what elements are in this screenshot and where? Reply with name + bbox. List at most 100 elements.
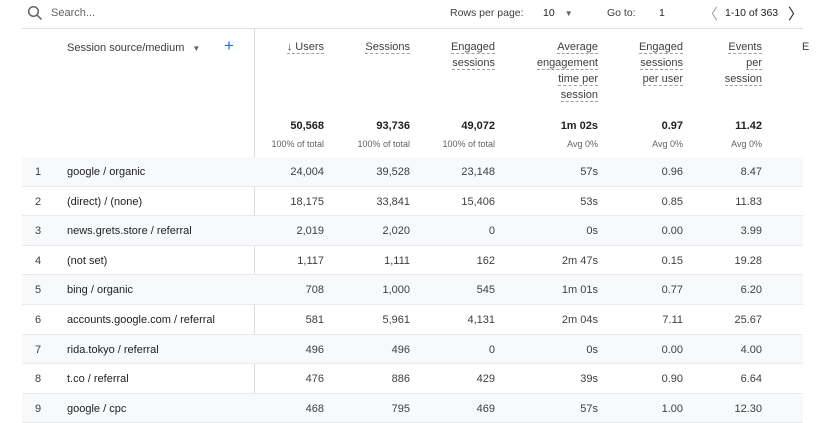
column-total: 1m 02s — [560, 120, 598, 132]
dimension-header[interactable]: Session source/medium ▼ — [67, 40, 200, 57]
row-metric: 25.67 — [734, 314, 762, 326]
row-metric: 2m 04s — [561, 314, 598, 326]
row-metric: 795 — [391, 402, 410, 415]
row-metric: 0.85 — [661, 195, 683, 208]
row-dimension[interactable]: google / cpc — [67, 402, 127, 415]
row-dimension[interactable]: (not set) — [67, 254, 108, 267]
row-metric: 0 — [488, 225, 495, 238]
column-header[interactable]: Engaged sessions per userEngagedsessions… — [638, 41, 683, 86]
row-metric: 581 — [305, 314, 324, 326]
column-total: 0.97 — [661, 120, 683, 132]
row-metric: 0.96 — [661, 166, 683, 178]
row-metric: 23,148 — [461, 166, 495, 178]
row-metric: 476 — [305, 373, 324, 386]
column-header-partial[interactable]: E — [802, 41, 810, 53]
table-row[interactable]: 2 (direct) / (none) 18,175 33,841 15,406 53s 0… — [22, 187, 803, 217]
row-metric: 0.77 — [661, 284, 683, 297]
row-index: 4 — [35, 254, 42, 267]
row-dimension[interactable]: news.grets.store / referral — [67, 225, 192, 238]
table-row[interactable]: 9 google / cpc 468 795 469 57s 1.00 12.30 — [22, 393, 803, 423]
row-metric: 1.00 — [661, 402, 683, 415]
divider — [22, 28, 803, 29]
row-metric: 0 — [488, 343, 495, 356]
row-metric: 8.47 — [740, 166, 762, 178]
table-row[interactable]: 1 google / organic 24,004 39,528 23,148 57s 0.… — [22, 157, 803, 187]
column-total-sub: Avg 0% — [652, 139, 683, 149]
column-total: 11.42 — [735, 120, 762, 132]
row-metric: 6.20 — [740, 284, 762, 297]
column-total: 93,736 — [376, 120, 410, 132]
row-metric: 57s — [580, 402, 598, 415]
dropdown-arrow-icon[interactable]: ▼ — [192, 44, 201, 53]
row-metric: 7.11 — [662, 314, 683, 326]
table-row[interactable]: 4 (not set) 1,117 1,111 162 2m 47s 0.15 19.28 — [22, 246, 803, 276]
row-metric: 24,004 — [290, 166, 324, 178]
row-metric: 2,019 — [296, 225, 324, 238]
column-header[interactable]: ↓ Users↓ Users — [286, 41, 324, 54]
row-metric: 39,528 — [376, 166, 410, 178]
row-metric: 3.99 — [740, 225, 762, 238]
column-header[interactable]: Events per sessionEventspersession — [724, 41, 762, 86]
row-metric: 429 — [476, 373, 495, 386]
previous-page-icon[interactable]: 〈 — [703, 6, 719, 23]
next-page-icon[interactable]: 〉 — [788, 6, 804, 23]
column-header[interactable]: Engaged sessionsEngagedsessions — [450, 41, 495, 70]
table-row[interactable]: 5 bing / organic 708 1,000 545 1m 01s 0.77 6.20 — [22, 275, 803, 305]
row-dimension[interactable]: t.co / referral — [67, 373, 129, 386]
row-metric: 0.15 — [661, 254, 683, 267]
column-total-sub: 100% of total — [357, 139, 410, 149]
add-dimension-icon[interactable]: + — [224, 36, 234, 55]
dropdown-arrow-icon: ▼ — [564, 9, 573, 18]
row-index: 6 — [35, 314, 42, 326]
row-metric: 0.00 — [661, 225, 683, 238]
column-total-sub: Avg 0% — [731, 139, 762, 149]
table-row[interactable]: 7 rida.tokyo / referral 496 496 0 0s 0.00 4.00 — [22, 334, 803, 365]
row-metric: 496 — [305, 343, 324, 356]
row-metric: 1,111 — [384, 254, 410, 267]
column-total-sub: Avg 0% — [567, 139, 598, 149]
row-metric: 1,000 — [382, 284, 410, 297]
table-toolbar: Search... Rows per page: 10 ▼ Go to: 1 〈 … — [0, 0, 823, 28]
row-dimension[interactable]: accounts.google.com / referral — [67, 314, 215, 326]
search-input[interactable]: Search... — [51, 7, 96, 19]
row-metric: 469 — [476, 402, 495, 415]
row-metric: 162 — [476, 254, 495, 267]
table-row[interactable]: 8 t.co / referral 476 886 429 39s 0.90 6.64 — [22, 364, 803, 394]
row-index: 1 — [35, 166, 42, 178]
column-total-sub: 100% of total — [271, 139, 324, 149]
row-metric: 12.30 — [734, 402, 762, 415]
row-metric: 1,117 — [297, 254, 324, 267]
row-metric: 5,961 — [382, 314, 410, 326]
row-metric: 886 — [391, 373, 410, 386]
row-metric: 0.90 — [661, 373, 683, 386]
row-metric: 18,175 — [290, 195, 324, 208]
table-row[interactable]: 3 news.grets.store / referral 2,019 2,020 0 0… — [22, 216, 803, 246]
row-metric: 19.28 — [734, 254, 762, 267]
column-header[interactable]: SessionsSessions — [365, 41, 410, 54]
row-metric: 2,020 — [382, 225, 410, 238]
row-dimension[interactable]: google / organic — [67, 166, 146, 178]
row-metric: 39s — [580, 373, 598, 386]
goto-input[interactable]: 1 — [659, 7, 665, 19]
row-metric: 15,406 — [461, 195, 495, 208]
row-dimension[interactable]: rida.tokyo / referral — [67, 343, 159, 356]
search-icon[interactable] — [27, 5, 43, 21]
dimension-header-label: Session source/medium — [67, 42, 185, 54]
table-row[interactable]: 6 accounts.google.com / referral 581 5,961 4… — [22, 305, 803, 335]
row-dimension[interactable]: (direct) / (none) — [67, 195, 143, 208]
row-metric: 0s — [586, 343, 598, 356]
row-metric: 496 — [391, 343, 410, 356]
row-index: 3 — [35, 225, 42, 238]
row-metric: 1m 01s — [561, 284, 598, 297]
row-index: 7 — [35, 343, 42, 356]
column-total-sub: 100% of total — [442, 139, 495, 149]
row-dimension[interactable]: bing / organic — [67, 284, 134, 297]
pagination-info: 1-10 of 363 — [725, 7, 779, 19]
row-metric: 468 — [305, 402, 324, 415]
rows-per-page-select[interactable]: 10 ▼ — [543, 7, 573, 19]
row-index: 5 — [35, 284, 42, 297]
column-header[interactable]: Average engagement time per sessionAvera… — [536, 41, 598, 102]
row-index: 9 — [35, 402, 42, 415]
row-index: 2 — [35, 195, 42, 208]
goto-label: Go to: — [607, 7, 636, 19]
